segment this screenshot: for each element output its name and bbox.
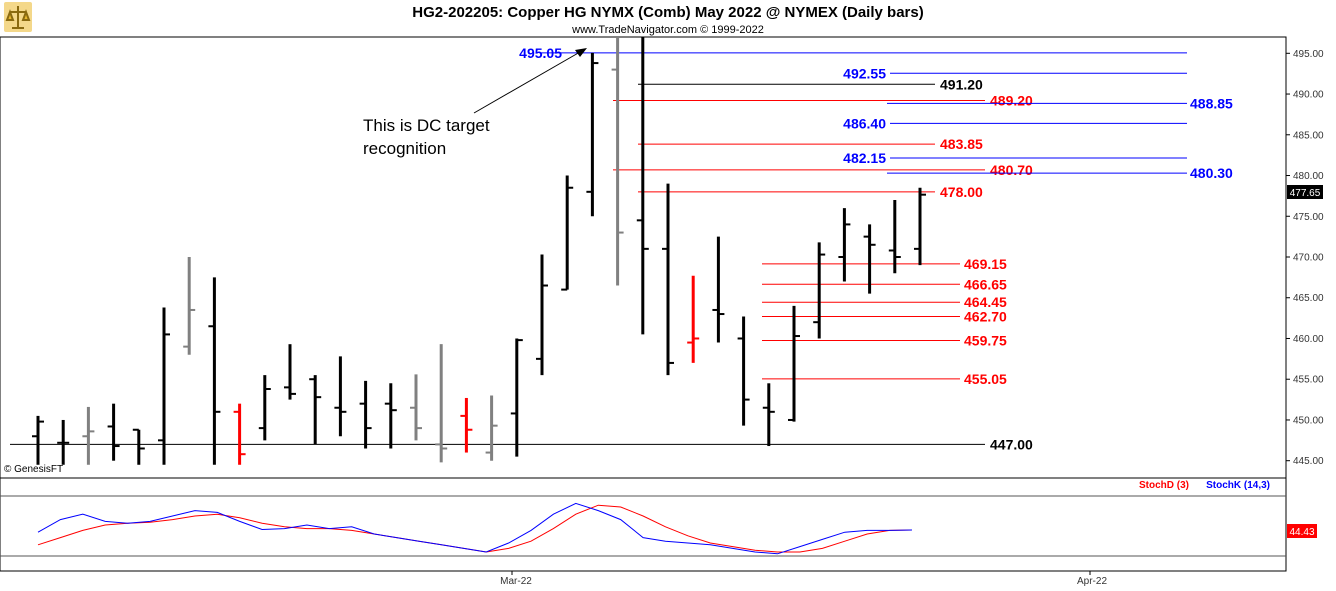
ohlc-bar bbox=[712, 236, 725, 343]
ohlc-bar bbox=[208, 277, 221, 465]
ohlc-bar bbox=[536, 254, 548, 376]
stoch-value-label: 44.43 bbox=[1289, 527, 1314, 538]
annotation-line-2: recognition bbox=[363, 139, 446, 158]
y-tick-label: 485.00 bbox=[1293, 130, 1324, 141]
y-tick-label: 445.00 bbox=[1293, 456, 1324, 467]
ohlc-bar bbox=[258, 375, 271, 441]
ohlc-bar bbox=[359, 380, 372, 449]
y-tick-label: 470.00 bbox=[1293, 253, 1324, 264]
stochastic-panel bbox=[0, 477, 1287, 572]
ohlc-bar bbox=[561, 175, 574, 291]
chart-subtitle: www.TradeNavigator.com © 1999-2022 bbox=[571, 24, 764, 36]
y-axis: 495.00 490.00 485.00 480.00 475.00 470.00 465.… bbox=[1286, 49, 1324, 467]
legend-stochd: StochD (3) bbox=[1139, 480, 1189, 491]
ohlc-bars bbox=[32, 37, 926, 465]
y-tick-label: 480.00 bbox=[1293, 171, 1324, 182]
ohlc-bar bbox=[284, 344, 296, 400]
ohlc-bar bbox=[158, 307, 170, 465]
ohlc-bar bbox=[233, 403, 246, 465]
ohlc-bar bbox=[32, 415, 44, 465]
level-label: 462.70 bbox=[964, 308, 1007, 324]
level-label: 480.70 bbox=[990, 162, 1033, 178]
ohlc-bar bbox=[762, 383, 775, 447]
ohlc-bar bbox=[813, 242, 826, 339]
ohlc-bar bbox=[737, 316, 750, 426]
x-tick-label-apr: Apr-22 bbox=[1077, 576, 1107, 587]
level-label: 478.00 bbox=[940, 184, 983, 200]
level-label: 492.55 bbox=[843, 65, 886, 81]
y-tick-label: 495.00 bbox=[1293, 49, 1324, 60]
ohlc-bar bbox=[914, 187, 926, 266]
ohlc-bar bbox=[788, 305, 800, 422]
header-bar bbox=[0, 0, 1336, 37]
ohlc-bar bbox=[687, 275, 700, 363]
annotation-line-1: This is DC target bbox=[363, 116, 490, 135]
ohlc-bar bbox=[57, 419, 70, 465]
legend-stochk: StochK (14,3) bbox=[1206, 480, 1270, 491]
level-label: 464.45 bbox=[964, 294, 1007, 310]
level-label: 455.05 bbox=[964, 371, 1007, 387]
level-label: 447.00 bbox=[990, 436, 1033, 452]
ohlc-bar bbox=[838, 208, 851, 282]
level-label: 483.85 bbox=[940, 136, 983, 152]
ohlc-bar bbox=[309, 375, 322, 445]
ohlc-bar bbox=[334, 356, 347, 437]
ohlc-bar bbox=[863, 224, 876, 294]
y-tick-label: 455.00 bbox=[1293, 375, 1324, 386]
stochastic-lines bbox=[37, 502, 913, 555]
ohlc-bar bbox=[107, 403, 120, 461]
ohlc-bar bbox=[384, 383, 397, 449]
watermark: © GenesisFT bbox=[4, 464, 63, 475]
annotation-arrowhead bbox=[575, 48, 587, 57]
level-label: 459.75 bbox=[964, 333, 1007, 349]
level-label: 486.40 bbox=[843, 115, 886, 131]
level-label: 482.15 bbox=[843, 150, 886, 166]
ohlc-bar bbox=[132, 428, 145, 465]
level-label: 489.20 bbox=[990, 93, 1033, 109]
ohlc-bar bbox=[888, 199, 901, 274]
ohlc-bar bbox=[82, 406, 95, 465]
genesis-logo-icon bbox=[4, 2, 32, 32]
ohlc-bar bbox=[410, 374, 422, 441]
annotation-arrow bbox=[473, 51, 581, 114]
y-tick-label: 460.00 bbox=[1293, 334, 1324, 345]
ohlc-bar bbox=[183, 257, 196, 355]
ohlc-bar bbox=[611, 37, 624, 286]
last-price-label: 477.65 bbox=[1290, 188, 1321, 199]
stoch-series-line bbox=[37, 502, 913, 555]
level-label: 491.20 bbox=[940, 76, 983, 92]
ohlc-bar bbox=[435, 344, 448, 463]
ohlc-bar bbox=[662, 183, 674, 376]
level-lines: 495.05 492.55 491.20 489.20 488.85 486.40 483.… bbox=[10, 45, 1233, 452]
x-tick-label-mar: Mar-22 bbox=[500, 576, 532, 587]
annotation-text: This is DC target recognition bbox=[363, 116, 494, 158]
ohlc-bar bbox=[636, 37, 649, 335]
level-label: 495.05 bbox=[519, 45, 562, 61]
level-label: 466.65 bbox=[964, 276, 1007, 292]
chart-title: HG2-202205: Copper HG NYMX (Comb) May 20… bbox=[412, 4, 923, 21]
ohlc-bar bbox=[510, 338, 523, 457]
y-tick-label: 475.00 bbox=[1293, 212, 1324, 223]
stoch-value-box bbox=[1287, 524, 1317, 538]
ohlc-bar bbox=[485, 395, 498, 461]
last-price-box bbox=[1287, 185, 1323, 199]
level-label: 488.85 bbox=[1190, 95, 1233, 111]
level-label: 469.15 bbox=[964, 256, 1007, 272]
ohlc-bar bbox=[460, 397, 473, 453]
y-tick-label: 465.00 bbox=[1293, 293, 1324, 304]
level-label: 480.30 bbox=[1190, 165, 1233, 181]
y-tick-label: 450.00 bbox=[1293, 415, 1324, 426]
y-tick-label: 490.00 bbox=[1293, 90, 1324, 101]
ohlc-bar bbox=[586, 52, 599, 217]
